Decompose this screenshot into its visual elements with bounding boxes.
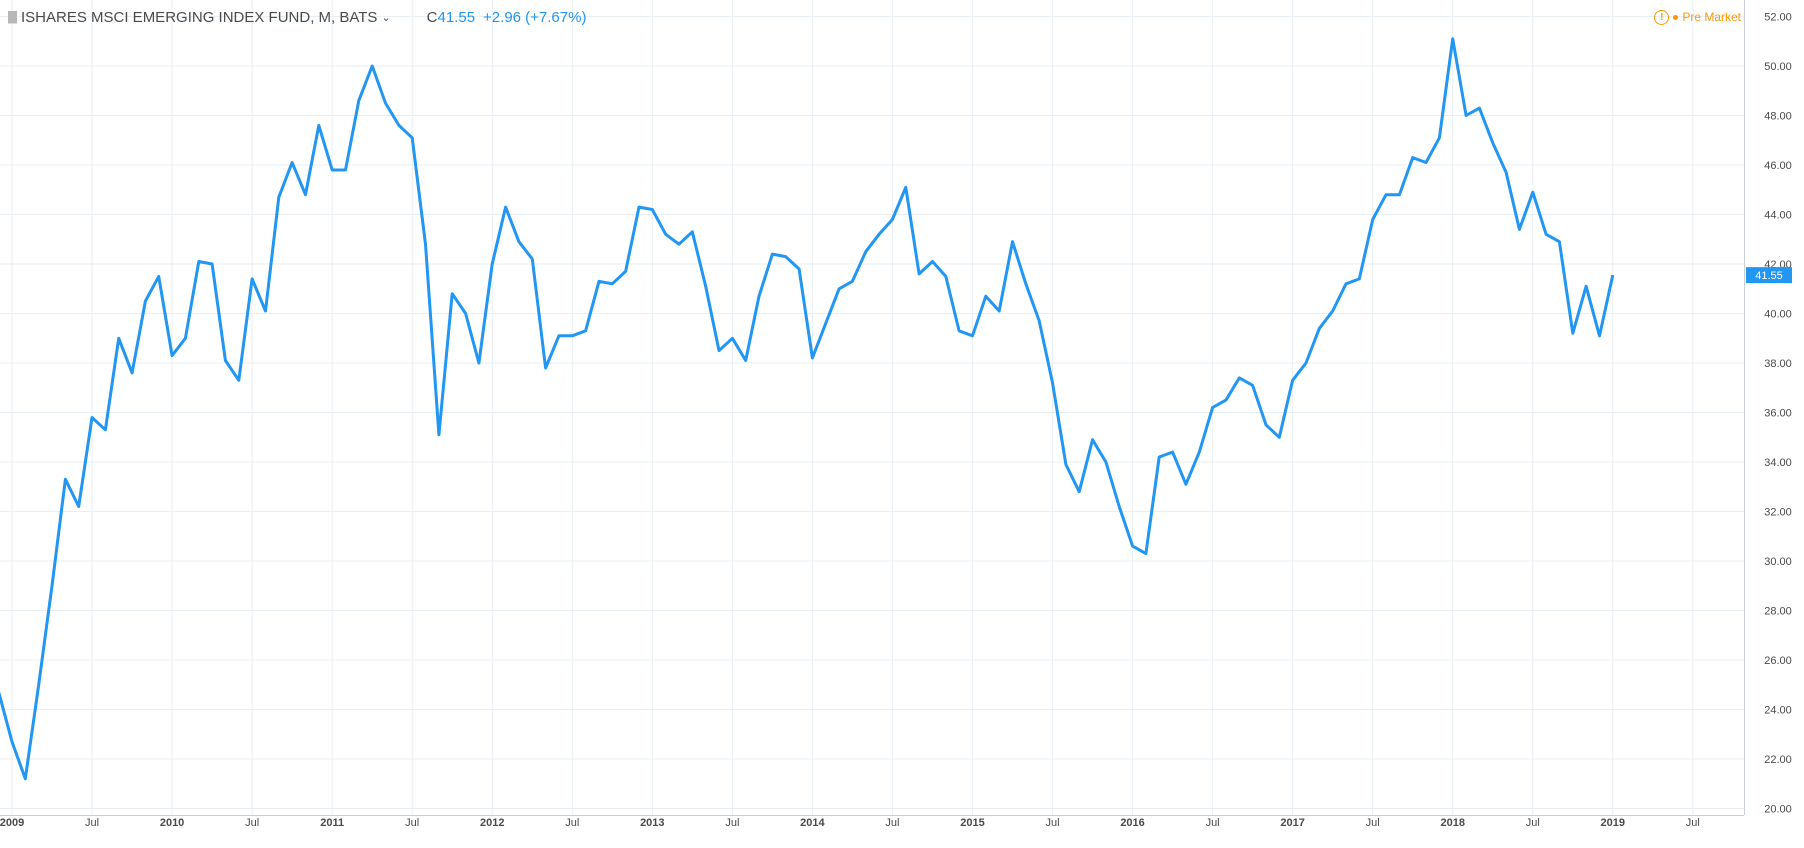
x-tick-label: 2010 — [160, 817, 184, 829]
x-tick-label: Jul — [85, 817, 99, 829]
axes: 20.00 22.00 24.00 26.00 28.00 30.00 32.00 34.00… — [0, 0, 1792, 829]
y-tick-label: 48.00 — [1764, 111, 1792, 123]
symbol-legend[interactable]: ISHARES MSCI EMERGING INDEX FUND, M, BAT… — [8, 6, 586, 28]
x-tick-label: 2019 — [1601, 817, 1625, 829]
x-tick-label: 2015 — [960, 817, 984, 829]
y-tick-label: 44.00 — [1764, 210, 1792, 222]
y-tick-label: 22.00 — [1764, 754, 1792, 766]
close-prefix: C — [426, 8, 438, 26]
warning-circle-icon[interactable]: ! — [1654, 9, 1670, 25]
y-tick-label: 20.00 — [1764, 804, 1792, 816]
y-tick-label: 38.00 — [1764, 358, 1792, 370]
x-tick-label: Jul — [1686, 817, 1700, 829]
close-value: 41.55 — [437, 8, 476, 26]
price-series-line — [0, 37, 1615, 781]
x-tick-label: Jul — [1206, 817, 1220, 829]
y-tick-label: 24.00 — [1764, 705, 1792, 717]
y-tick-label: 28.00 — [1764, 606, 1792, 618]
flag-icon[interactable] — [8, 10, 17, 24]
change-value: +2.96 (+7.67%) — [483, 8, 587, 26]
x-tick-label: 2016 — [1120, 817, 1144, 829]
y-tick-label: 34.00 — [1764, 457, 1792, 469]
series-layer — [0, 37, 1615, 781]
x-tick-label: Jul — [565, 817, 579, 829]
status-dot-icon — [1673, 14, 1679, 20]
x-tick-label: Jul — [1526, 817, 1540, 829]
chevron-down-icon[interactable]: ⌄ — [381, 11, 391, 24]
x-tick-label: Jul — [885, 817, 899, 829]
y-tick-label: 30.00 — [1764, 556, 1792, 568]
x-tick-label: Jul — [245, 817, 259, 829]
grid — [0, 0, 1744, 815]
pre-market-status[interactable]: ! Pre Market — [1654, 6, 1741, 28]
pre-market-label: Pre Market — [1682, 10, 1741, 24]
x-tick-label: Jul — [725, 817, 739, 829]
y-tick-label: 26.00 — [1764, 655, 1792, 667]
y-tick-label: 52.00 — [1764, 12, 1792, 24]
y-tick-label: 40.00 — [1764, 309, 1792, 321]
y-tick-label: 46.00 — [1764, 160, 1792, 172]
last-price-label: 41.55 — [1755, 270, 1783, 282]
y-tick-label: 36.00 — [1764, 408, 1792, 420]
y-tick-label: 50.00 — [1764, 61, 1792, 73]
x-tick-label: Jul — [1045, 817, 1059, 829]
x-tick-label: 2009 — [0, 817, 24, 829]
x-tick-label: 2014 — [800, 817, 825, 829]
x-tick-label: Jul — [1366, 817, 1380, 829]
y-tick-label: 32.00 — [1764, 507, 1792, 519]
last-price-badge — [1746, 267, 1792, 284]
symbol-title[interactable]: ISHARES MSCI EMERGING INDEX FUND, M, BAT… — [21, 8, 378, 26]
x-tick-label: Jul — [405, 817, 419, 829]
x-tick-label: 2012 — [480, 817, 504, 829]
x-tick-label: 2018 — [1440, 817, 1464, 829]
x-tick-label: 2013 — [640, 817, 664, 829]
x-tick-label: 2017 — [1280, 817, 1304, 829]
x-tick-label: 2011 — [320, 817, 344, 829]
